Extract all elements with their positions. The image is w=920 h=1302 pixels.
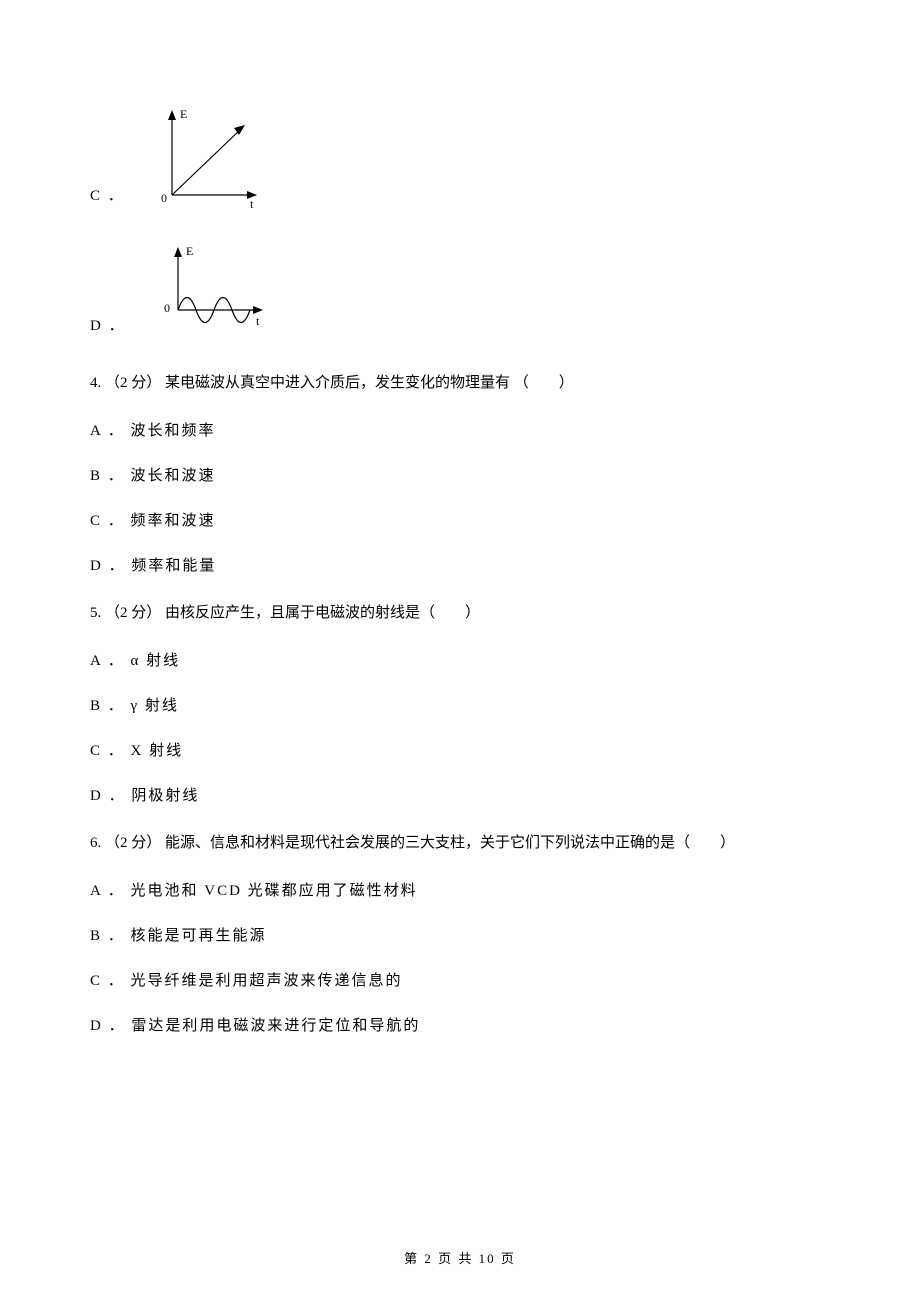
question-4-option-d: D ． 频率和能量 <box>90 554 830 575</box>
question-5-option-a: A ． α 射线 <box>90 649 830 670</box>
question-4-text: 4. （2 分） 某电磁波从真空中进入介质后，发生变化的物理量有 （ ） <box>90 370 830 397</box>
svg-text:0: 0 <box>164 301 170 315</box>
question-4-option-a: A ． 波长和频率 <box>90 419 830 440</box>
graph-d-wave: E t 0 <box>138 240 273 340</box>
question-5-text: 5. （2 分） 由核反应产生，且属于电磁波的射线是（ ） <box>90 600 830 627</box>
question-6-text: 6. （2 分） 能源、信息和材料是现代社会发展的三大支柱，关于它们下列说法中正… <box>90 830 830 857</box>
svg-text:0: 0 <box>161 191 167 205</box>
option-c-label: C ． <box>90 184 125 210</box>
question-5-option-d: D ． 阴极射线 <box>90 784 830 805</box>
question-4-option-b: B ． 波长和波速 <box>90 464 830 485</box>
option-c-row: C ． E t 0 <box>90 100 830 210</box>
svg-text:E: E <box>180 107 187 121</box>
question-6-option-d: D ． 雷达是利用电磁波来进行定位和导航的 <box>90 1014 830 1035</box>
question-6-option-c: C ． 光导纤维是利用超声波来传递信息的 <box>90 969 830 990</box>
page-footer: 第 2 页 共 10 页 <box>0 1248 920 1267</box>
question-4-option-c: C ． 频率和波速 <box>90 509 830 530</box>
option-d-label: D ． <box>90 314 126 340</box>
svg-text:t: t <box>250 197 254 210</box>
question-5-option-c: C ． X 射线 <box>90 739 830 760</box>
graph-c-linear: E t 0 <box>137 100 267 210</box>
svg-text:t: t <box>256 314 260 328</box>
question-5-option-b: B ． γ 射线 <box>90 694 830 715</box>
option-d-row: D ． E t 0 <box>90 240 830 340</box>
svg-text:E: E <box>186 244 193 258</box>
question-6-option-b: B ． 核能是可再生能源 <box>90 924 830 945</box>
question-6-option-a: A ． 光电池和 VCD 光碟都应用了磁性材料 <box>90 879 830 900</box>
